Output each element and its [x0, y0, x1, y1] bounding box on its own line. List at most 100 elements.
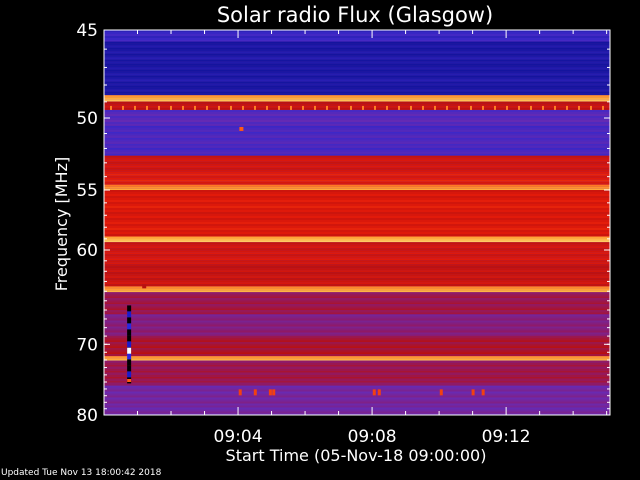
burst-mark — [268, 389, 272, 396]
band-row — [104, 181, 610, 184]
band-row — [104, 332, 610, 335]
band-row — [104, 206, 610, 208]
band-row — [104, 105, 610, 108]
band-row — [104, 43, 610, 46]
band-row — [104, 260, 610, 263]
band-row — [104, 147, 610, 150]
band-row — [104, 248, 610, 251]
interference-dash — [266, 105, 268, 110]
band-row — [104, 384, 610, 386]
band-row — [104, 376, 610, 379]
spectrum-band — [104, 155, 610, 170]
band-row — [104, 192, 610, 194]
band-row — [104, 83, 610, 86]
spectrum-band — [104, 190, 610, 237]
band-row — [104, 358, 610, 361]
band-row — [104, 73, 610, 76]
band-row — [104, 266, 610, 269]
y-tick-label: 55 — [76, 181, 98, 201]
band-row — [104, 153, 610, 156]
interference-dash — [482, 105, 484, 110]
band-row — [104, 167, 610, 170]
band-row — [104, 75, 610, 78]
band-row — [104, 403, 610, 406]
band-row — [104, 252, 610, 255]
band-row — [104, 139, 610, 142]
burst-mark — [372, 389, 376, 396]
spectrum-band — [104, 385, 610, 415]
band-row — [104, 196, 610, 198]
band-row — [104, 272, 610, 275]
band-row — [104, 399, 610, 402]
band-row — [104, 169, 610, 172]
band-row — [104, 389, 610, 392]
band-row — [104, 401, 610, 404]
band-row — [104, 103, 610, 106]
chart-title: Solar radio Flux (Glasgow) — [217, 3, 493, 27]
band-row — [104, 226, 610, 228]
band-row — [104, 360, 610, 361]
plot-area — [104, 30, 610, 415]
band-row — [104, 411, 610, 414]
band-row — [104, 143, 610, 146]
band-row — [104, 137, 610, 140]
streak-segment — [127, 353, 132, 360]
band-row — [104, 175, 610, 178]
band-row — [104, 286, 610, 289]
band-row — [104, 30, 610, 32]
band-row — [104, 306, 610, 309]
y-axis: 45 50 55 60 70 80 — [76, 21, 610, 426]
band-row — [104, 45, 610, 48]
burst-mark — [377, 389, 381, 396]
spectrum-band — [104, 41, 610, 96]
band-row — [104, 312, 610, 315]
x-axis-label: Start Time (05-Nov-18 09:00:00) — [226, 446, 487, 465]
band-row — [104, 328, 610, 331]
band-row — [104, 89, 610, 92]
band-row — [104, 280, 610, 283]
band-row — [104, 198, 610, 200]
band-row — [104, 292, 610, 295]
interference-dash — [254, 105, 256, 110]
band-row — [104, 40, 610, 42]
band-row — [104, 246, 610, 249]
band-row — [104, 288, 610, 291]
band-row — [104, 407, 610, 410]
band-row — [104, 258, 610, 261]
interference-dash — [302, 105, 304, 110]
interference-dash — [554, 105, 556, 110]
streak-segment — [127, 311, 132, 318]
band-row — [104, 200, 610, 202]
band-row — [104, 131, 610, 134]
updated-timestamp: Updated Tue Nov 13 18:00:42 2018 — [1, 468, 162, 478]
band-row — [104, 316, 610, 319]
y-axis-label: Frequency [MHz] — [52, 157, 71, 291]
signal-spot — [239, 126, 244, 131]
band-row — [104, 340, 610, 343]
band-row — [104, 183, 610, 185]
band-row — [104, 110, 610, 112]
band-row — [104, 236, 610, 237]
band-row — [104, 204, 610, 206]
band-row — [104, 135, 610, 138]
interference-dash — [590, 105, 592, 110]
band-row — [104, 161, 610, 164]
y-tick-label: 70 — [76, 335, 98, 355]
interference-dash — [566, 105, 568, 110]
band-row — [104, 59, 610, 62]
band-row — [104, 290, 610, 293]
band-row — [104, 34, 610, 36]
band-row — [104, 382, 610, 385]
band-row — [104, 81, 610, 84]
band-row — [104, 294, 610, 297]
interference-dash — [458, 105, 460, 110]
interference-dash — [242, 105, 244, 110]
band-row — [104, 268, 610, 271]
band-row — [104, 409, 610, 412]
band-row — [104, 236, 610, 239]
band-row — [104, 188, 610, 190]
interference-dash — [206, 105, 208, 110]
band-row — [104, 69, 610, 72]
band-row — [104, 122, 610, 124]
spectrum-band — [104, 266, 610, 287]
